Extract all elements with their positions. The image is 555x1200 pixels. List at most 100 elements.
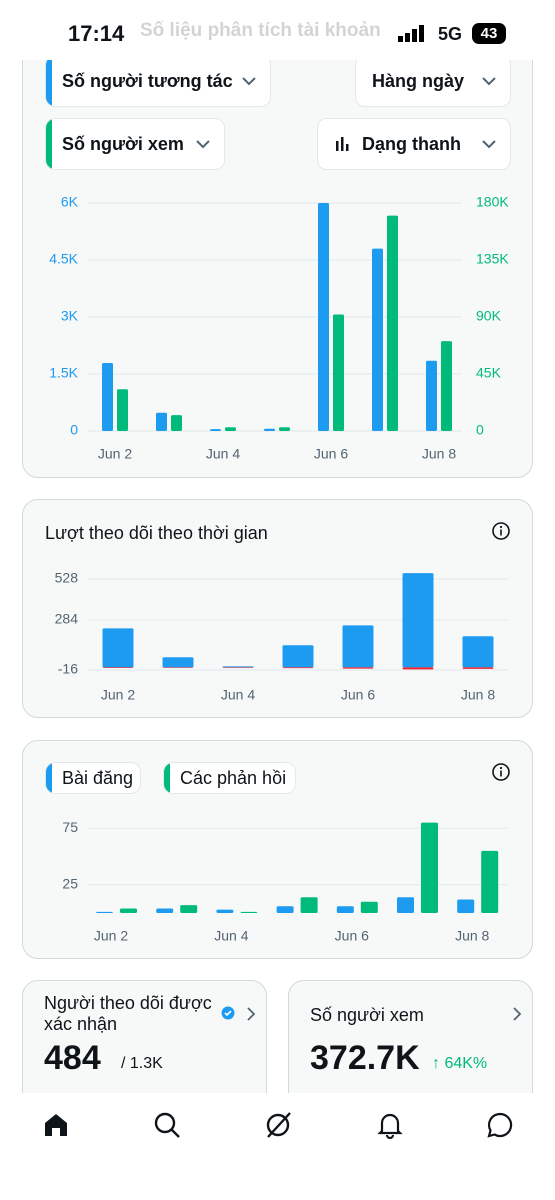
period-label: Hàng ngày bbox=[372, 70, 465, 91]
notifications-tab[interactable] bbox=[376, 1111, 404, 1139]
x-tick-label: Jun 2 bbox=[98, 446, 132, 462]
bar bbox=[397, 897, 414, 913]
bar bbox=[210, 429, 221, 431]
chart-title: Lượt theo dõi theo thời gian bbox=[45, 523, 268, 543]
x-tick-label: Jun 6 bbox=[341, 687, 375, 703]
style-label: Dạng thanh bbox=[362, 133, 461, 154]
followers-card bbox=[22, 499, 533, 718]
bar bbox=[282, 645, 314, 668]
chevron bbox=[196, 139, 210, 148]
bar bbox=[457, 899, 475, 913]
bar bbox=[426, 360, 437, 431]
info-icon[interactable] bbox=[491, 521, 511, 541]
x-tick-label: Jun 8 bbox=[461, 687, 495, 703]
metric-select[interactable]: Số người tương tác bbox=[45, 55, 271, 107]
bar bbox=[318, 203, 329, 431]
bar bbox=[222, 666, 254, 668]
bar bbox=[102, 667, 134, 668]
bar bbox=[216, 909, 234, 913]
bar bbox=[387, 215, 398, 431]
legend-item[interactable]: Các phản hồi bbox=[163, 762, 296, 794]
bar bbox=[421, 822, 438, 913]
y2-tick-label: 180K bbox=[476, 194, 509, 210]
series-swatch bbox=[46, 119, 52, 169]
bar bbox=[333, 314, 344, 431]
y-tick-label: 25 bbox=[62, 875, 78, 891]
home-tab[interactable] bbox=[42, 1111, 70, 1139]
grok-tab[interactable] bbox=[264, 1111, 292, 1139]
signal-icon bbox=[398, 25, 424, 42]
y-tick-label: -16 bbox=[58, 661, 78, 677]
style-select[interactable]: Dạng thanh bbox=[317, 118, 511, 170]
bar bbox=[117, 389, 128, 431]
x-tick-label: Jun 4 bbox=[221, 687, 255, 703]
stat-label: Người theo dõi được xác nhận bbox=[44, 993, 212, 1034]
bar bbox=[372, 248, 383, 431]
stat-label: Số người xem bbox=[310, 1005, 424, 1025]
bar bbox=[240, 911, 258, 913]
stat-value: 372.7K bbox=[310, 1039, 420, 1077]
network: 5G bbox=[438, 24, 463, 44]
status-bar: Số liệu phân tích tài khoản 17:14 5G 43 bbox=[0, 0, 555, 60]
header-title: Số liệu phân tích tài khoản bbox=[140, 20, 381, 41]
bar bbox=[402, 667, 434, 670]
chevron bbox=[242, 76, 256, 85]
y-tick-label: 284 bbox=[55, 611, 79, 627]
bar bbox=[222, 667, 254, 668]
legend-label: Bài đăng bbox=[62, 767, 134, 788]
bar bbox=[171, 415, 182, 431]
chevron bbox=[513, 1007, 522, 1021]
legend-label: Số người xem bbox=[62, 133, 184, 154]
y2-tick-label: 0 bbox=[476, 422, 484, 438]
bar bbox=[336, 906, 354, 913]
info-icon[interactable] bbox=[491, 762, 511, 782]
legend-label: Các phản hồi bbox=[180, 767, 287, 788]
y-tick-label: 6K bbox=[61, 194, 79, 210]
bar bbox=[300, 897, 318, 913]
messages-tab[interactable] bbox=[486, 1111, 514, 1139]
battery: 43 bbox=[472, 23, 506, 44]
series-swatch bbox=[46, 56, 52, 106]
series-swatch bbox=[46, 763, 52, 793]
y-tick-label: 75 bbox=[62, 819, 78, 835]
legend-label: Số người tương tác bbox=[62, 70, 233, 91]
stat-value: 484 bbox=[44, 1039, 101, 1077]
chevron bbox=[482, 139, 496, 148]
verified-badge bbox=[221, 1006, 235, 1020]
bar bbox=[96, 911, 113, 913]
bar bbox=[120, 908, 137, 913]
chevron bbox=[247, 1007, 256, 1021]
y-tick-label: 0 bbox=[70, 422, 78, 438]
y-tick-label: 528 bbox=[55, 570, 79, 586]
y2-tick-label: 90K bbox=[476, 308, 502, 324]
metric-select[interactable]: Số người xem bbox=[45, 118, 225, 170]
search-tab[interactable] bbox=[153, 1111, 181, 1139]
y-tick-label: 3K bbox=[61, 308, 79, 324]
x-tick-label: Jun 2 bbox=[94, 928, 128, 944]
bar bbox=[462, 636, 494, 668]
y2-tick-label: 45K bbox=[476, 365, 502, 381]
x-tick-label: Jun 2 bbox=[101, 687, 135, 703]
x-tick-label: Jun 6 bbox=[314, 446, 348, 462]
x-tick-label: Jun 6 bbox=[335, 928, 369, 944]
bar bbox=[342, 625, 374, 668]
x-tick-label: Jun 4 bbox=[214, 928, 248, 944]
bar-icon bbox=[336, 137, 349, 151]
bar bbox=[279, 427, 290, 431]
period-select[interactable]: Hàng ngày bbox=[355, 55, 511, 107]
bar bbox=[156, 908, 174, 913]
stat-card[interactable]: Người theo dõi được xác nhận 484 / 1.3K bbox=[22, 980, 267, 1110]
x-tick-label: Jun 8 bbox=[455, 928, 489, 944]
bar bbox=[342, 667, 374, 669]
stat-change: ↑ 64K% bbox=[432, 1055, 488, 1072]
bar bbox=[180, 905, 198, 913]
bar bbox=[481, 850, 499, 913]
stat-card[interactable]: Số người xem 372.7K ↑ 64K% bbox=[288, 980, 533, 1110]
bar bbox=[441, 341, 452, 431]
y-tick-label: 1.5K bbox=[49, 365, 78, 381]
bar bbox=[156, 412, 167, 431]
bar bbox=[276, 906, 294, 913]
legend-item[interactable]: Bài đăng bbox=[45, 762, 141, 794]
